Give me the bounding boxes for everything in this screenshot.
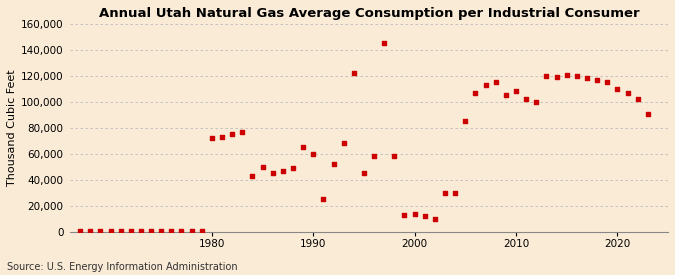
Point xyxy=(602,80,613,85)
Point xyxy=(207,136,217,141)
Point xyxy=(166,229,177,233)
Point xyxy=(379,41,389,46)
Point xyxy=(531,100,541,104)
Point xyxy=(115,229,126,233)
Point xyxy=(643,111,653,116)
Point xyxy=(227,132,238,137)
Point xyxy=(612,87,623,91)
Point xyxy=(460,119,470,123)
Point xyxy=(500,93,511,98)
Point xyxy=(480,83,491,87)
Point xyxy=(156,229,167,233)
Point xyxy=(389,154,400,159)
Point xyxy=(75,229,86,233)
Point xyxy=(146,229,157,233)
Point xyxy=(196,229,207,233)
Point xyxy=(308,152,319,156)
Point xyxy=(298,145,308,150)
Text: Source: U.S. Energy Information Administration: Source: U.S. Energy Information Administ… xyxy=(7,262,238,272)
Point xyxy=(470,90,481,95)
Point xyxy=(632,97,643,101)
Point xyxy=(510,89,521,94)
Point xyxy=(358,171,369,175)
Point xyxy=(409,211,420,216)
Point xyxy=(429,217,440,221)
Point xyxy=(520,97,531,101)
Point xyxy=(450,191,460,195)
Point xyxy=(348,71,359,75)
Point xyxy=(267,171,278,175)
Point xyxy=(247,174,258,178)
Point xyxy=(105,229,116,233)
Point xyxy=(338,141,349,146)
Y-axis label: Thousand Cubic Feet: Thousand Cubic Feet xyxy=(7,70,17,186)
Point xyxy=(622,90,633,95)
Point xyxy=(572,74,583,78)
Point xyxy=(176,229,187,233)
Point xyxy=(288,166,298,170)
Point xyxy=(582,76,593,81)
Point xyxy=(186,229,197,233)
Point xyxy=(399,213,410,217)
Point xyxy=(541,74,552,78)
Point xyxy=(277,169,288,173)
Point xyxy=(217,135,227,139)
Point xyxy=(490,80,501,85)
Point xyxy=(439,191,450,195)
Point xyxy=(318,197,329,202)
Point xyxy=(136,229,146,233)
Point xyxy=(592,78,603,82)
Point xyxy=(328,162,339,166)
Point xyxy=(237,130,248,134)
Point xyxy=(257,165,268,169)
Point xyxy=(85,229,96,233)
Point xyxy=(369,154,379,159)
Point xyxy=(562,72,572,77)
Point xyxy=(95,229,106,233)
Title: Annual Utah Natural Gas Average Consumption per Industrial Consumer: Annual Utah Natural Gas Average Consumpt… xyxy=(99,7,639,20)
Point xyxy=(126,229,136,233)
Point xyxy=(419,214,430,218)
Point xyxy=(551,75,562,79)
